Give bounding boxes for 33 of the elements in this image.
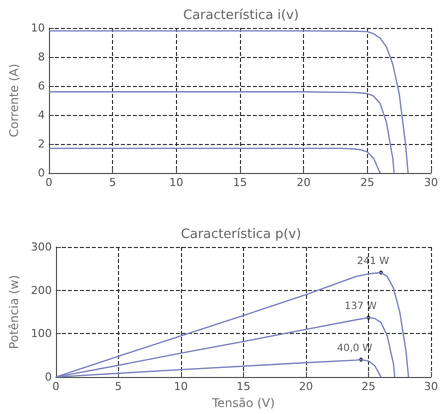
annotation: 137 W [344, 301, 377, 312]
y-tick-label: 200 [30, 284, 52, 297]
chart-title: Característica p(v) [180, 227, 302, 242]
y-tick-label: 8 [38, 50, 45, 64]
x-axis-title: Tensão (V) [211, 396, 275, 410]
x-tick-label: 5 [114, 380, 122, 393]
x-tick-label: 20 [298, 380, 313, 393]
x-tick-label: 30 [424, 380, 438, 393]
line-series [48, 148, 381, 174]
y-tick-label: 0 [38, 166, 45, 180]
x-tick-label: 25 [360, 176, 374, 189]
y-axis-title: Corrente (A) [7, 64, 21, 138]
x-tick-label: 15 [236, 380, 250, 393]
y-tick-label: 6 [38, 80, 45, 92]
x-tick-label: 10 [174, 380, 188, 393]
y-tick-label: 10 [30, 22, 45, 34]
annotation: 40,0 W [336, 343, 372, 354]
x-tick-label: 30 [424, 176, 438, 189]
x-tick-label: 10 [169, 176, 184, 189]
x-tick-label: 15 [232, 176, 247, 189]
annotation: 241 W [356, 256, 390, 268]
line-series [48, 91, 395, 174]
y-tick-label: 4 [38, 108, 45, 122]
x-tick-label: 5 [109, 176, 116, 189]
x-tick-label: 25 [361, 380, 376, 393]
chart-title: Característica i(v) [183, 8, 299, 23]
line-series [48, 30, 409, 174]
y-tick-label: 0 [44, 370, 52, 384]
y-axis-title: Potência (w) [7, 274, 21, 350]
y-tick-label: 2 [38, 138, 45, 150]
y-tick-label: 100 [30, 327, 52, 340]
y-tick-label: 300 [30, 240, 52, 254]
x-tick-label: 20 [296, 176, 311, 189]
